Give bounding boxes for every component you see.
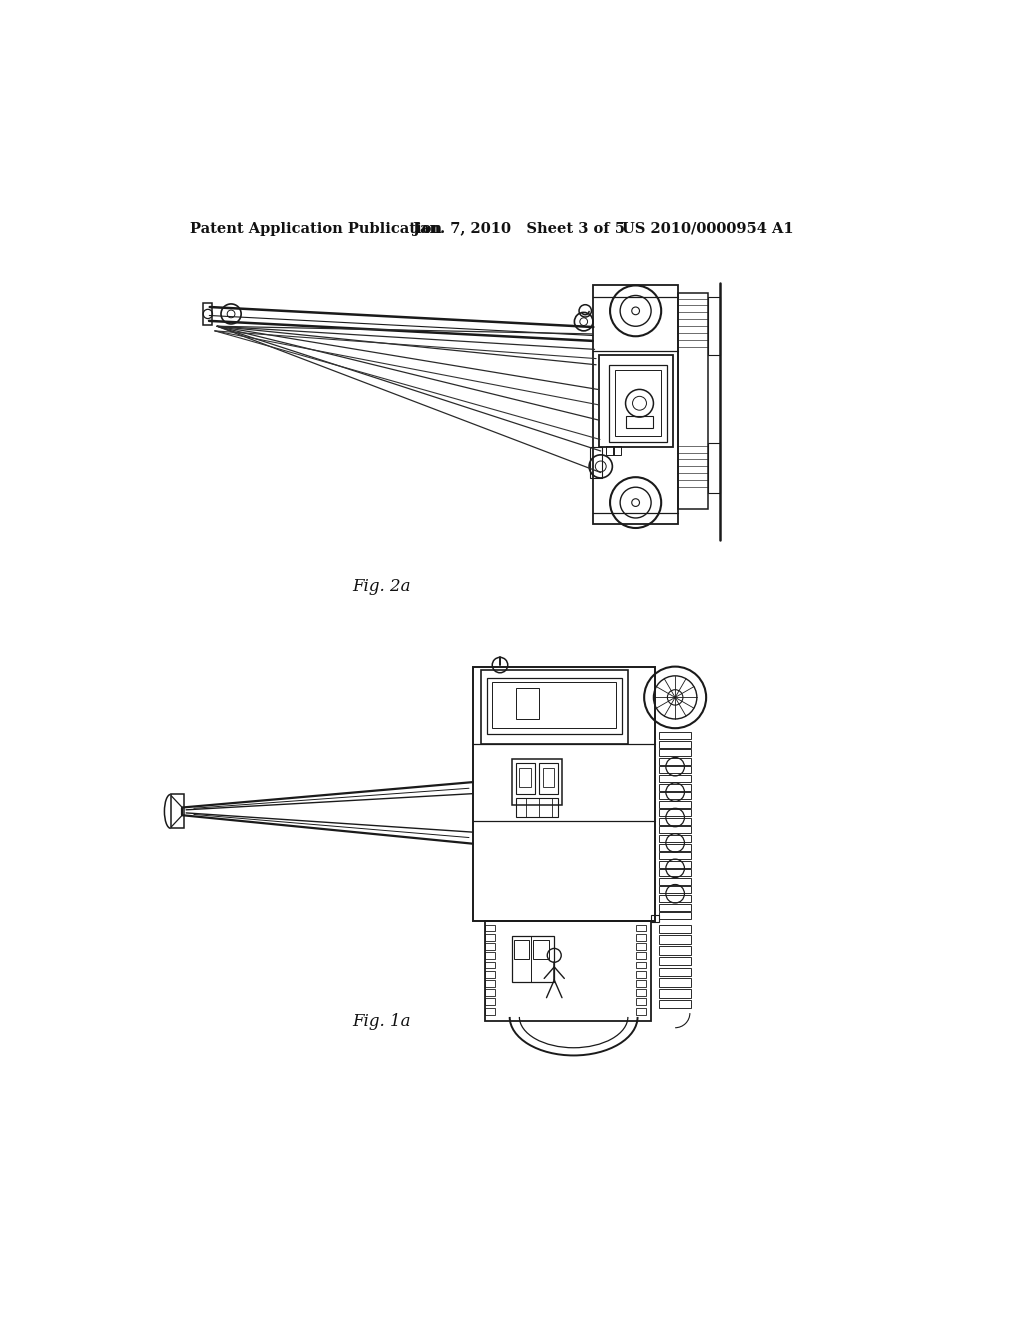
- Bar: [486, 678, 623, 734]
- Bar: [599, 355, 673, 447]
- Bar: [678, 293, 708, 508]
- Bar: [658, 946, 691, 954]
- Bar: [658, 843, 691, 850]
- Bar: [539, 763, 558, 793]
- Bar: [203, 304, 212, 325]
- Bar: [614, 370, 662, 436]
- Bar: [658, 924, 691, 933]
- Bar: [658, 878, 691, 884]
- Bar: [658, 1001, 691, 1008]
- Text: Fig. 1a: Fig. 1a: [352, 1014, 412, 1030]
- Bar: [636, 979, 646, 987]
- Bar: [658, 775, 691, 781]
- Bar: [543, 768, 554, 788]
- Bar: [480, 671, 628, 743]
- Bar: [636, 924, 646, 932]
- Bar: [636, 970, 646, 978]
- Bar: [658, 895, 691, 902]
- Bar: [658, 758, 691, 764]
- Bar: [636, 998, 646, 1006]
- Bar: [636, 933, 646, 941]
- Bar: [636, 942, 646, 950]
- Bar: [484, 942, 495, 950]
- Bar: [590, 447, 602, 478]
- Bar: [658, 809, 691, 816]
- Bar: [658, 741, 691, 747]
- Bar: [484, 924, 495, 932]
- Text: Patent Application Publication: Patent Application Publication: [190, 222, 442, 235]
- Bar: [708, 297, 720, 355]
- Bar: [658, 733, 691, 739]
- Bar: [658, 792, 691, 799]
- Bar: [484, 979, 495, 987]
- Bar: [636, 961, 646, 969]
- Bar: [484, 970, 495, 978]
- Bar: [514, 940, 529, 960]
- Bar: [515, 797, 558, 817]
- Bar: [519, 768, 531, 788]
- Bar: [473, 667, 655, 921]
- Bar: [484, 961, 495, 969]
- Bar: [512, 759, 562, 805]
- Bar: [484, 952, 495, 960]
- Bar: [515, 688, 539, 719]
- Text: Jan. 7, 2010   Sheet 3 of 5: Jan. 7, 2010 Sheet 3 of 5: [414, 222, 626, 235]
- Text: Fig. 2a: Fig. 2a: [352, 578, 412, 595]
- Bar: [484, 921, 651, 1020]
- Bar: [658, 767, 691, 774]
- Bar: [658, 957, 691, 965]
- Bar: [658, 836, 691, 842]
- Bar: [658, 904, 691, 911]
- Bar: [658, 887, 691, 894]
- Bar: [606, 446, 614, 455]
- Bar: [484, 989, 495, 997]
- Bar: [613, 446, 621, 455]
- Bar: [658, 853, 691, 859]
- Bar: [658, 989, 691, 998]
- Bar: [515, 763, 535, 793]
- Bar: [636, 989, 646, 997]
- Bar: [658, 978, 691, 987]
- Bar: [658, 784, 691, 791]
- Bar: [534, 940, 549, 960]
- Bar: [658, 818, 691, 825]
- Bar: [658, 968, 691, 977]
- Bar: [658, 936, 691, 944]
- Bar: [512, 936, 554, 982]
- Bar: [651, 915, 658, 923]
- Bar: [484, 1007, 495, 1015]
- Bar: [658, 861, 691, 867]
- Bar: [627, 416, 652, 428]
- Bar: [658, 870, 691, 876]
- Bar: [593, 285, 678, 524]
- Bar: [636, 1007, 646, 1015]
- Bar: [636, 952, 646, 960]
- Bar: [708, 444, 720, 494]
- Bar: [484, 998, 495, 1006]
- Text: US 2010/0000954 A1: US 2010/0000954 A1: [623, 222, 794, 235]
- Bar: [171, 795, 183, 829]
- Bar: [658, 912, 691, 919]
- Bar: [608, 364, 667, 442]
- Bar: [658, 801, 691, 808]
- Bar: [484, 933, 495, 941]
- Bar: [658, 750, 691, 756]
- Bar: [658, 826, 691, 833]
- Bar: [493, 682, 616, 729]
